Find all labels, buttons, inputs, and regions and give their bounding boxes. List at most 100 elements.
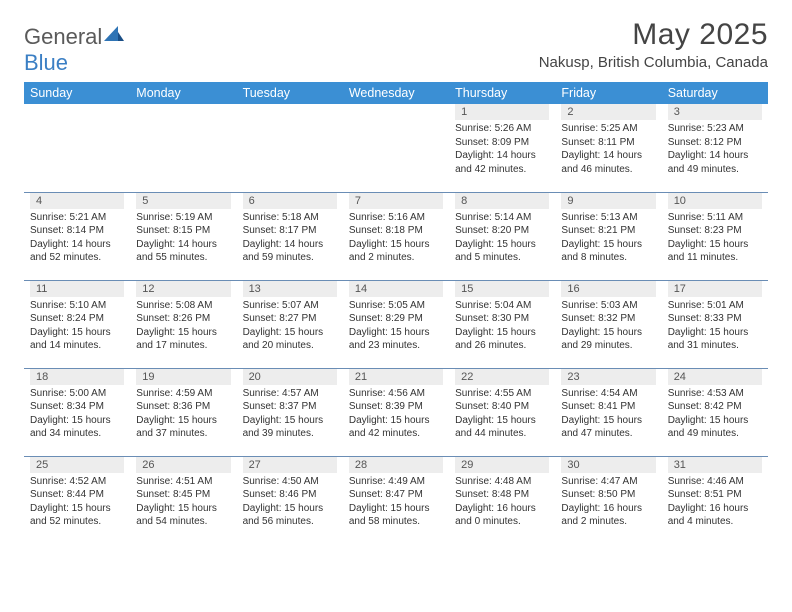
calendar-cell: 17Sunrise: 5:01 AMSunset: 8:33 PMDayligh…	[662, 280, 768, 368]
weekday-header-row: SundayMondayTuesdayWednesdayThursdayFrid…	[24, 82, 768, 104]
calendar-cell: 8 Sunrise: 5:14 AMSunset: 8:20 PMDaylight…	[449, 192, 555, 280]
weekday-header: Tuesday	[237, 82, 343, 104]
brand-part1: General	[24, 24, 102, 49]
day-number: 30	[561, 457, 655, 473]
weekday-header: Friday	[555, 82, 661, 104]
day-number: 3	[668, 104, 762, 120]
daylight-line: Daylight: 14 hours and 55 minutes.	[136, 238, 230, 265]
sunrise-line: Sunrise: 5:10 AM	[30, 299, 124, 313]
day-details: Sunrise: 5:14 AMSunset: 8:20 PMDaylight:…	[455, 211, 549, 265]
sunrise-line: Sunrise: 4:53 AM	[668, 387, 762, 401]
day-details: Sunrise: 4:51 AMSunset: 8:45 PMDaylight:…	[136, 475, 230, 529]
sunset-line: Sunset: 8:12 PM	[668, 136, 762, 150]
calendar-cell: 20Sunrise: 4:57 AMSunset: 8:37 PMDayligh…	[237, 368, 343, 456]
day-number: 31	[668, 457, 762, 473]
day-details: Sunrise: 5:18 AMSunset: 8:17 PMDaylight:…	[243, 211, 337, 265]
sunrise-line: Sunrise: 5:21 AM	[30, 211, 124, 225]
daylight-line: Daylight: 15 hours and 11 minutes.	[668, 238, 762, 265]
sunset-line: Sunset: 8:48 PM	[455, 488, 549, 502]
sunset-line: Sunset: 8:18 PM	[349, 224, 443, 238]
day-details: Sunrise: 5:10 AMSunset: 8:24 PMDaylight:…	[30, 299, 124, 353]
daylight-line: Daylight: 15 hours and 34 minutes.	[30, 414, 124, 441]
calendar-cell: 19Sunrise: 4:59 AMSunset: 8:36 PMDayligh…	[130, 368, 236, 456]
sunrise-line: Sunrise: 5:23 AM	[668, 122, 762, 136]
day-number: 4	[30, 193, 124, 209]
day-number: 8	[455, 193, 549, 209]
calendar-cell: 29Sunrise: 4:48 AMSunset: 8:48 PMDayligh…	[449, 456, 555, 544]
sunrise-line: Sunrise: 5:03 AM	[561, 299, 655, 313]
sunrise-line: Sunrise: 4:50 AM	[243, 475, 337, 489]
calendar-table: SundayMondayTuesdayWednesdayThursdayFrid…	[24, 82, 768, 544]
calendar-cell: 4Sunrise: 5:21 AMSunset: 8:14 PMDaylight…	[24, 192, 130, 280]
daylight-line: Daylight: 14 hours and 49 minutes.	[668, 149, 762, 176]
sunset-line: Sunset: 8:46 PM	[243, 488, 337, 502]
day-details: Sunrise: 4:59 AMSunset: 8:36 PMDaylight:…	[136, 387, 230, 441]
sunrise-line: Sunrise: 4:46 AM	[668, 475, 762, 489]
sunrise-line: Sunrise: 4:51 AM	[136, 475, 230, 489]
daylight-line: Daylight: 15 hours and 20 minutes.	[243, 326, 337, 353]
sunset-line: Sunset: 8:15 PM	[136, 224, 230, 238]
sunset-line: Sunset: 8:33 PM	[668, 312, 762, 326]
calendar-cell: 1Sunrise: 5:26 AMSunset: 8:09 PMDaylight…	[449, 104, 555, 192]
day-number: 1	[455, 104, 549, 120]
calendar-cell: 13Sunrise: 5:07 AMSunset: 8:27 PMDayligh…	[237, 280, 343, 368]
calendar-week-row: 18Sunrise: 5:00 AMSunset: 8:34 PMDayligh…	[24, 368, 768, 456]
calendar-cell: 31Sunrise: 4:46 AMSunset: 8:51 PMDayligh…	[662, 456, 768, 544]
day-details: Sunrise: 5:05 AMSunset: 8:29 PMDaylight:…	[349, 299, 443, 353]
day-number: 7	[349, 193, 443, 209]
calendar-cell: 18Sunrise: 5:00 AMSunset: 8:34 PMDayligh…	[24, 368, 130, 456]
sunrise-line: Sunrise: 4:57 AM	[243, 387, 337, 401]
day-details: Sunrise: 4:52 AMSunset: 8:44 PMDaylight:…	[30, 475, 124, 529]
day-number: 22	[455, 369, 549, 385]
day-number: 26	[136, 457, 230, 473]
day-details: Sunrise: 5:25 AMSunset: 8:11 PMDaylight:…	[561, 122, 655, 176]
daylight-line: Daylight: 15 hours and 26 minutes.	[455, 326, 549, 353]
sunset-line: Sunset: 8:45 PM	[136, 488, 230, 502]
day-number: 23	[561, 369, 655, 385]
sunrise-line: Sunrise: 5:05 AM	[349, 299, 443, 313]
day-details: Sunrise: 5:19 AMSunset: 8:15 PMDaylight:…	[136, 211, 230, 265]
calendar-cell	[237, 104, 343, 192]
calendar-page: GeneralBlue May 2025 Nakusp, British Col…	[0, 0, 792, 544]
sunset-line: Sunset: 8:37 PM	[243, 400, 337, 414]
calendar-cell: 2Sunrise: 5:25 AMSunset: 8:11 PMDaylight…	[555, 104, 661, 192]
sunrise-line: Sunrise: 4:52 AM	[30, 475, 124, 489]
calendar-cell: 25Sunrise: 4:52 AMSunset: 8:44 PMDayligh…	[24, 456, 130, 544]
day-details: Sunrise: 4:53 AMSunset: 8:42 PMDaylight:…	[668, 387, 762, 441]
sunset-line: Sunset: 8:34 PM	[30, 400, 124, 414]
sunset-line: Sunset: 8:29 PM	[349, 312, 443, 326]
day-details: Sunrise: 4:57 AMSunset: 8:37 PMDaylight:…	[243, 387, 337, 441]
sunrise-line: Sunrise: 5:07 AM	[243, 299, 337, 313]
calendar-week-row: 25Sunrise: 4:52 AMSunset: 8:44 PMDayligh…	[24, 456, 768, 544]
calendar-week-row: 4Sunrise: 5:21 AMSunset: 8:14 PMDaylight…	[24, 192, 768, 280]
sunrise-line: Sunrise: 5:18 AM	[243, 211, 337, 225]
day-details: Sunrise: 4:55 AMSunset: 8:40 PMDaylight:…	[455, 387, 549, 441]
daylight-line: Daylight: 15 hours and 56 minutes.	[243, 502, 337, 529]
calendar-cell: 24Sunrise: 4:53 AMSunset: 8:42 PMDayligh…	[662, 368, 768, 456]
logo-sail-icon	[104, 24, 124, 50]
daylight-line: Daylight: 15 hours and 2 minutes.	[349, 238, 443, 265]
sunrise-line: Sunrise: 4:55 AM	[455, 387, 549, 401]
sunset-line: Sunset: 8:11 PM	[561, 136, 655, 150]
daylight-line: Daylight: 16 hours and 0 minutes.	[455, 502, 549, 529]
daylight-line: Daylight: 15 hours and 14 minutes.	[30, 326, 124, 353]
weekday-header: Sunday	[24, 82, 130, 104]
daylight-line: Daylight: 15 hours and 58 minutes.	[349, 502, 443, 529]
sunset-line: Sunset: 8:23 PM	[668, 224, 762, 238]
calendar-cell	[24, 104, 130, 192]
daylight-line: Daylight: 16 hours and 2 minutes.	[561, 502, 655, 529]
sunrise-line: Sunrise: 5:13 AM	[561, 211, 655, 225]
daylight-line: Daylight: 15 hours and 44 minutes.	[455, 414, 549, 441]
daylight-line: Daylight: 15 hours and 54 minutes.	[136, 502, 230, 529]
calendar-body: 1Sunrise: 5:26 AMSunset: 8:09 PMDaylight…	[24, 104, 768, 544]
daylight-line: Daylight: 15 hours and 8 minutes.	[561, 238, 655, 265]
day-number: 18	[30, 369, 124, 385]
daylight-line: Daylight: 15 hours and 23 minutes.	[349, 326, 443, 353]
daylight-line: Daylight: 15 hours and 5 minutes.	[455, 238, 549, 265]
day-details: Sunrise: 5:13 AMSunset: 8:21 PMDaylight:…	[561, 211, 655, 265]
daylight-line: Daylight: 15 hours and 29 minutes.	[561, 326, 655, 353]
brand-logo: GeneralBlue	[24, 24, 124, 76]
day-details: Sunrise: 4:56 AMSunset: 8:39 PMDaylight:…	[349, 387, 443, 441]
sunrise-line: Sunrise: 4:54 AM	[561, 387, 655, 401]
calendar-cell: 15Sunrise: 5:04 AMSunset: 8:30 PMDayligh…	[449, 280, 555, 368]
